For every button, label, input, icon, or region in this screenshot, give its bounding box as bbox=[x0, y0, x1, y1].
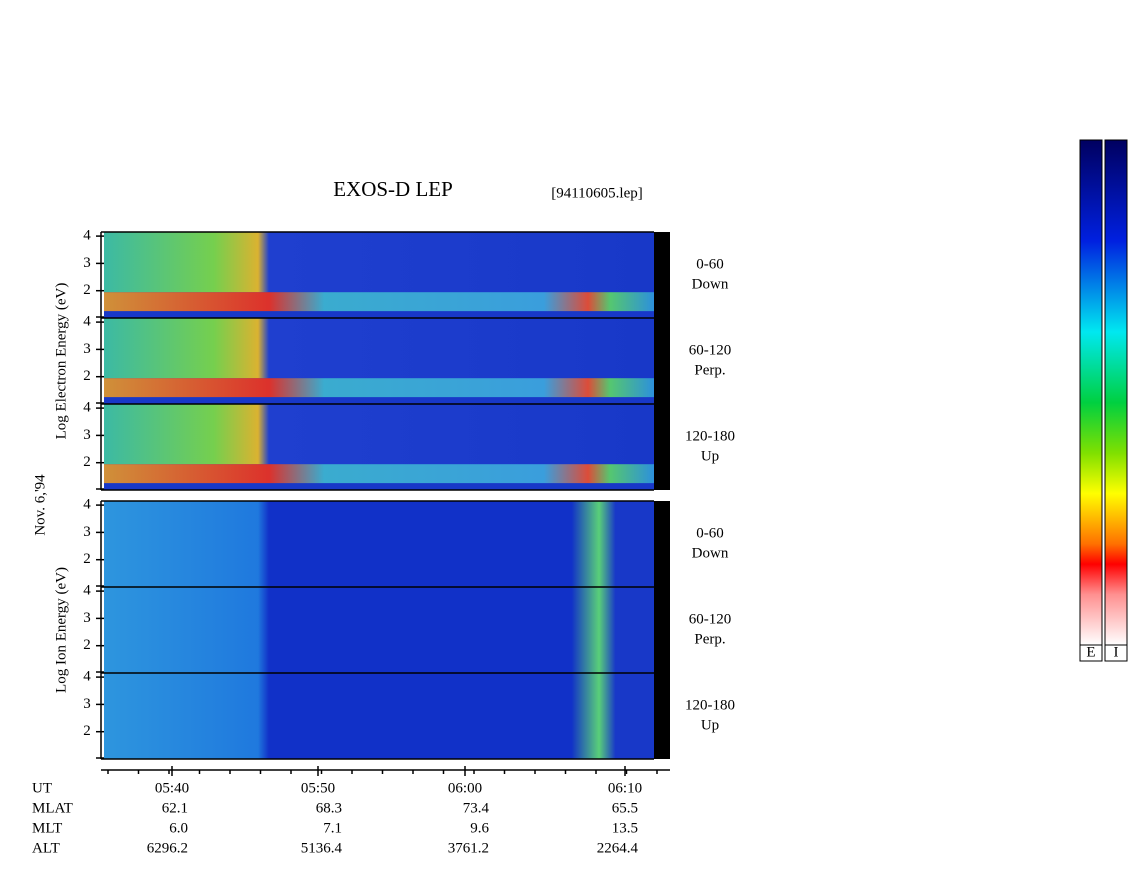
x-tick-label: 06:00 bbox=[448, 780, 482, 796]
data-gap bbox=[654, 404, 670, 490]
ephemeris-label: MLAT bbox=[32, 800, 73, 816]
ephemeris-label: ALT bbox=[32, 840, 60, 856]
y-tick-label: 2 bbox=[83, 454, 91, 470]
panel-angle: 120-180 bbox=[685, 697, 735, 713]
data-gap bbox=[654, 232, 670, 318]
ephemeris-value: 9.6 bbox=[470, 820, 489, 836]
panel-angle: 60-120 bbox=[689, 342, 732, 358]
colorbar-label-box bbox=[1079, 644, 1103, 662]
panel-angle: 60-120 bbox=[689, 611, 732, 627]
y-tick-label: 2 bbox=[83, 282, 91, 298]
ephemeris-value: 3761.2 bbox=[448, 840, 489, 856]
spectrogram bbox=[104, 501, 654, 587]
colorbar bbox=[1079, 139, 1103, 646]
y-tick-label: 2 bbox=[83, 368, 91, 384]
ephemeris-value: 65.5 bbox=[612, 800, 638, 816]
y-tick-label: 4 bbox=[83, 497, 91, 513]
colorbar bbox=[1104, 139, 1128, 646]
y-tick-label: 3 bbox=[83, 696, 91, 712]
y-axis-label: Log Ion Energy (eV) bbox=[53, 567, 69, 693]
y-tick-label: 2 bbox=[83, 723, 91, 739]
panel-direction: Up bbox=[701, 717, 719, 733]
panel-angle: 0-60 bbox=[696, 525, 724, 541]
ephemeris-label: MLT bbox=[32, 820, 62, 836]
colorbar-label: E bbox=[1086, 644, 1095, 660]
ephemeris-label: UT bbox=[32, 780, 52, 796]
ephemeris-value: 2264.4 bbox=[597, 840, 639, 856]
ephemeris-value: 68.3 bbox=[316, 800, 342, 816]
chart-subtitle: [94110605.lep] bbox=[551, 185, 643, 201]
y-tick-label: 3 bbox=[83, 610, 91, 626]
ephemeris-value: 73.4 bbox=[463, 800, 490, 816]
spectrogram bbox=[104, 232, 654, 293]
panel-direction: Up bbox=[701, 448, 719, 464]
ephemeris-value: 6.0 bbox=[169, 820, 188, 836]
data-gap bbox=[654, 673, 670, 759]
ephemeris-value: 6296.2 bbox=[147, 840, 188, 856]
panel-direction: Perp. bbox=[694, 631, 725, 647]
ephemeris-value: 5136.4 bbox=[301, 840, 343, 856]
data-gap bbox=[654, 318, 670, 404]
ephemeris-value: 13.5 bbox=[612, 820, 638, 836]
spectrogram bbox=[104, 464, 654, 484]
y-tick-label: 3 bbox=[83, 255, 91, 271]
y-tick-label: 3 bbox=[83, 427, 91, 443]
panel-direction: Perp. bbox=[694, 362, 725, 378]
panel-direction: Down bbox=[692, 545, 729, 561]
y-tick-label: 2 bbox=[83, 637, 91, 653]
y-tick-label: 4 bbox=[83, 669, 91, 685]
spectrogram bbox=[104, 378, 654, 398]
y-axis-label: Log Electron Energy (eV) bbox=[53, 283, 69, 440]
y-tick-label: 4 bbox=[83, 583, 91, 599]
x-tick-label: 05:50 bbox=[301, 780, 335, 796]
chart-title: EXOS-D LEP bbox=[333, 177, 453, 201]
y-tick-label: 2 bbox=[83, 551, 91, 567]
ephemeris-value: 7.1 bbox=[323, 820, 342, 836]
x-tick-label: 05:40 bbox=[155, 780, 189, 796]
panel-angle: 0-60 bbox=[696, 256, 724, 272]
date-label: Nov. 6,'94 bbox=[32, 474, 48, 536]
x-tick-label: 06:10 bbox=[608, 780, 642, 796]
spectrogram bbox=[104, 673, 654, 759]
y-tick-label: 3 bbox=[83, 341, 91, 357]
colorbar-label-box bbox=[1104, 644, 1128, 662]
panel-angle: 120-180 bbox=[685, 428, 735, 444]
spectrogram bbox=[104, 292, 654, 312]
y-tick-label: 4 bbox=[83, 400, 91, 416]
colorbar-label: I bbox=[1114, 644, 1119, 660]
data-gap bbox=[654, 501, 670, 587]
spectrogram bbox=[104, 587, 654, 673]
panel-direction: Down bbox=[692, 276, 729, 292]
y-tick-label: 3 bbox=[83, 524, 91, 540]
data-gap bbox=[654, 587, 670, 673]
ephemeris-value: 62.1 bbox=[162, 800, 188, 816]
spectrogram bbox=[104, 318, 654, 379]
spectrogram bbox=[104, 404, 654, 465]
y-tick-label: 4 bbox=[83, 314, 91, 330]
y-tick-label: 4 bbox=[83, 228, 91, 244]
